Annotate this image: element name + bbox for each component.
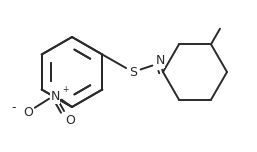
Text: O: O [23,107,33,119]
Text: -: - [12,102,16,114]
Text: +: + [62,85,68,95]
Text: O: O [65,114,75,126]
Text: S: S [129,66,137,78]
Text: N: N [155,55,165,67]
Text: N: N [50,90,60,104]
